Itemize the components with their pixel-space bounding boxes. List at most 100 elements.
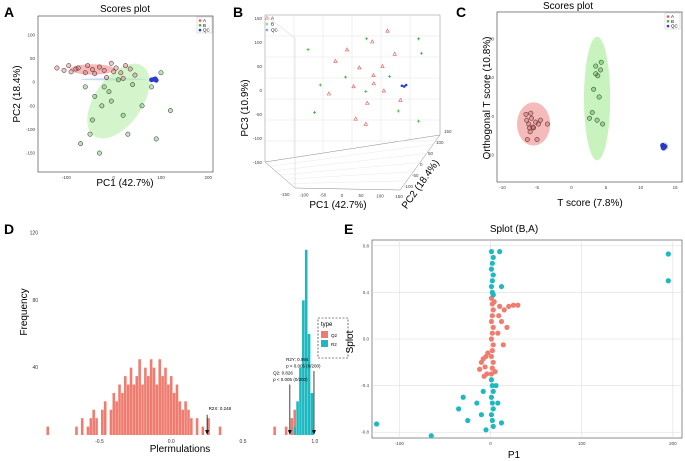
y-tick-label: -50 bbox=[28, 103, 35, 108]
x-tick-label: -150 bbox=[280, 192, 290, 197]
bar-q2 bbox=[89, 418, 93, 435]
panel-e-splot: E Splot (B,A) -100 0 100 200 0.8 0.4 0.0 -0.4 -0… bbox=[344, 221, 683, 461]
point-negative bbox=[498, 283, 505, 290]
bar-r2 bbox=[310, 392, 314, 435]
panel-a-ticks: -100 0 100 200 100 50 0 -50 -100 -150 bbox=[26, 32, 213, 180]
x-tick-label: -100 bbox=[395, 441, 405, 446]
box-edge bbox=[294, 187, 401, 191]
arrow-head bbox=[287, 430, 292, 435]
point-positive bbox=[482, 364, 488, 370]
point-b bbox=[598, 67, 603, 73]
point-a bbox=[68, 69, 74, 75]
point-a bbox=[66, 63, 72, 69]
floor-grid-line bbox=[284, 171, 414, 180]
point-negative bbox=[474, 400, 480, 406]
point-b bbox=[149, 84, 154, 90]
point-a bbox=[370, 39, 375, 44]
bar-q2 bbox=[80, 418, 84, 435]
y-tick-label: -0.4 bbox=[361, 383, 369, 388]
point-b bbox=[101, 84, 107, 90]
point-negative bbox=[495, 400, 501, 406]
legend-marker-qc bbox=[265, 28, 269, 32]
point-b bbox=[344, 75, 348, 79]
ellipse-b bbox=[583, 36, 611, 161]
floor-grid-line bbox=[269, 143, 434, 167]
point-positive bbox=[492, 369, 498, 375]
point-b bbox=[108, 98, 114, 104]
legend-marker-qc bbox=[198, 28, 202, 32]
panel-e-title: Splot (B,A) bbox=[490, 224, 538, 235]
point-negative bbox=[373, 421, 380, 427]
panel-c-ellipses bbox=[517, 36, 669, 161]
bar-q2 bbox=[190, 418, 193, 435]
legend-label-qc: QC bbox=[671, 24, 679, 29]
y-tick-label: 50 bbox=[30, 56, 36, 61]
panel-a-points bbox=[54, 60, 173, 156]
point-a bbox=[363, 121, 369, 126]
panel-c-xlabel: T score (7.8%) bbox=[557, 198, 622, 209]
point-b bbox=[594, 117, 600, 123]
point-positive bbox=[515, 302, 521, 308]
point-positive bbox=[495, 330, 501, 336]
panel-d-permutation-histogram: D -0.5 0.0 0.5 1.0 40 80 120 R2X: 0.248 Q2: 0.8… bbox=[4, 221, 349, 455]
panel-a-plot-frame bbox=[37, 15, 214, 173]
bar-q2 bbox=[184, 401, 187, 435]
point-a bbox=[544, 121, 550, 127]
point-negative bbox=[490, 423, 496, 429]
x-tick-label: 100 bbox=[376, 194, 384, 199]
floor-grid-line bbox=[289, 180, 407, 184]
y-tick-label: 100 bbox=[27, 32, 35, 37]
point-b bbox=[130, 82, 136, 87]
point-qc bbox=[402, 85, 406, 88]
z-tick-label: 150 bbox=[444, 129, 452, 134]
point-qc bbox=[400, 84, 404, 88]
point-negative bbox=[665, 251, 671, 257]
legend-marker-qc bbox=[666, 24, 670, 28]
point-b bbox=[596, 94, 602, 100]
annotation-text: p < 0.005 (0/200) bbox=[273, 377, 308, 382]
panel-a-ellipses bbox=[69, 63, 150, 139]
point-negative bbox=[489, 417, 495, 424]
x-tick-label: 50 bbox=[358, 193, 364, 198]
bar-q2 bbox=[123, 376, 127, 435]
point-negative bbox=[490, 406, 496, 412]
panel-e-points bbox=[373, 249, 671, 439]
point-b bbox=[125, 131, 131, 137]
panel-a-title: Scores plot bbox=[100, 4, 150, 15]
point-a bbox=[535, 121, 541, 127]
point-a bbox=[528, 110, 534, 116]
legend-marker-a bbox=[198, 19, 202, 22]
x-tick-label: -0.5 bbox=[95, 439, 104, 445]
point-a bbox=[89, 66, 95, 72]
point-b bbox=[388, 74, 392, 78]
y-tick-label: 80 bbox=[32, 298, 38, 304]
panel-b-3d-box bbox=[264, 14, 441, 191]
bar-q2 bbox=[126, 384, 130, 435]
point-a bbox=[529, 115, 534, 121]
panel-e-grid bbox=[372, 240, 682, 438]
x-tick-label: 100 bbox=[578, 441, 586, 446]
bar-q2 bbox=[167, 384, 170, 435]
point-b bbox=[120, 112, 126, 118]
y-tick-label: -150 bbox=[253, 160, 263, 165]
x-tick-label: 15 bbox=[673, 185, 679, 190]
x-tick-label: 0 bbox=[341, 193, 344, 198]
point-negative bbox=[488, 249, 495, 255]
point-positive bbox=[504, 324, 510, 330]
arrow-head bbox=[205, 430, 210, 435]
point-qc bbox=[660, 145, 666, 151]
point-b bbox=[417, 37, 421, 41]
legend-label-b: B bbox=[203, 23, 206, 28]
point-b bbox=[364, 90, 368, 94]
bar-q2 bbox=[181, 409, 185, 435]
bar-r2 bbox=[293, 426, 297, 435]
bar-q2 bbox=[158, 359, 162, 435]
point-negative bbox=[490, 388, 496, 395]
panel-label-a: A bbox=[4, 4, 14, 20]
legend-marker-a bbox=[264, 15, 270, 20]
bar-q2 bbox=[178, 401, 182, 435]
point-b bbox=[593, 63, 599, 69]
annotation-text: Q2: 0.826 bbox=[273, 370, 293, 375]
